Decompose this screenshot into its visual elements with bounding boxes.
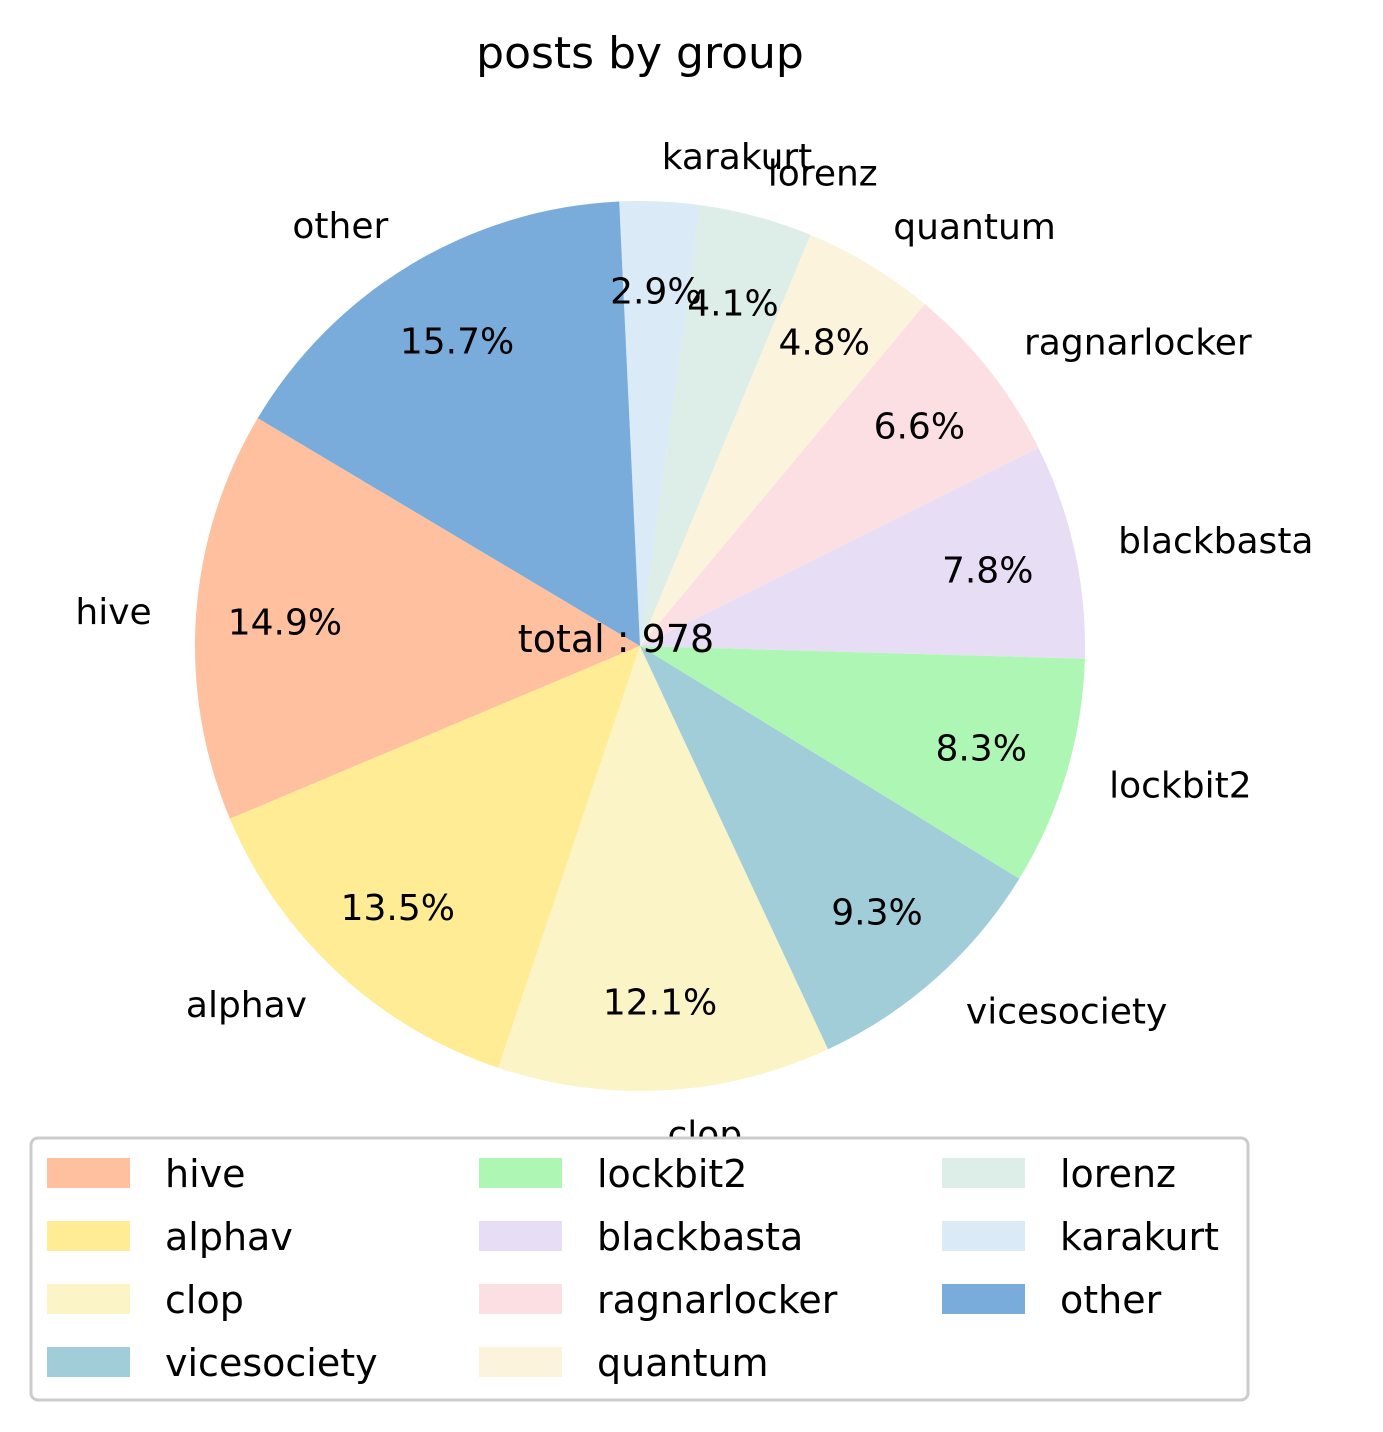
pie-slice-clop <box>498 646 829 1092</box>
slice-percent-lorenz: 4.1% <box>687 283 778 324</box>
legend-swatch-hive <box>47 1158 130 1188</box>
slice-percent-lockbit2: 8.3% <box>935 729 1026 770</box>
slice-label-ragnarlocker: ragnarlocker <box>1024 323 1252 364</box>
legend-frame <box>29 1136 1250 1402</box>
legend-label-lockbit2: lockbit2 <box>597 1152 747 1196</box>
pie-slice-hive <box>194 418 640 819</box>
legend-label-alphav: alphav <box>165 1215 293 1259</box>
slice-label-blackbasta: blackbasta <box>1118 521 1313 562</box>
slice-percent-clop: 12.1% <box>603 982 717 1023</box>
legend-swatch-quantum <box>479 1347 562 1377</box>
slice-label-quantum: quantum <box>893 207 1056 248</box>
pie-slices <box>194 201 1086 1092</box>
slice-label-lorenz: lorenz <box>768 154 878 195</box>
slice-percent-vicesociety: 9.3% <box>831 893 922 934</box>
legend-swatch-vicesociety <box>47 1347 130 1377</box>
slice-label-lockbit2: lockbit2 <box>1109 766 1252 807</box>
pie-slice-blackbasta <box>640 447 1086 659</box>
legend-label-other: other <box>1060 1278 1162 1322</box>
pie-slice-ragnarlocker <box>640 304 1039 646</box>
pie-slice-other <box>257 201 640 647</box>
legend-swatch-other <box>942 1284 1025 1314</box>
legend-label-vicesociety: vicesociety <box>165 1341 378 1385</box>
legend-swatch-alphav <box>47 1221 130 1251</box>
legend-swatch-lockbit2 <box>479 1158 562 1188</box>
legend-label-hive: hive <box>165 1152 246 1196</box>
pie-slice-quantum <box>640 234 925 646</box>
slice-percent-quantum: 4.8% <box>778 322 869 363</box>
legend-swatch-clop <box>47 1284 130 1314</box>
slice-percent-ragnarlocker: 6.6% <box>874 406 965 447</box>
legend: hive alphav clop vicesociety lockbit2 blackba… <box>29 1136 1250 1402</box>
slice-label-vicesociety: vicesociety <box>966 991 1167 1032</box>
legend-label-blackbasta: blackbasta <box>597 1215 803 1259</box>
pie-slice-alphav <box>229 646 640 1068</box>
legend-label-lorenz: lorenz <box>1060 1152 1176 1196</box>
slice-label-alphav: alphav <box>186 985 307 1026</box>
pie-slice-lockbit2 <box>640 646 1085 879</box>
chart-title: posts by group <box>476 28 804 79</box>
slice-label-hive: hive <box>75 592 151 633</box>
slice-percent-karakurt: 2.9% <box>610 271 701 312</box>
center-total-label: total : 978 <box>518 617 714 661</box>
legend-swatch-blackbasta <box>479 1221 562 1251</box>
slice-percent-alphav: 13.5% <box>341 888 455 929</box>
legend-label-quantum: quantum <box>597 1341 769 1385</box>
slice-percent-blackbasta: 7.8% <box>942 551 1033 592</box>
pie-slice-vicesociety <box>640 646 1020 1050</box>
pie-slice-karakurt <box>619 201 701 647</box>
legend-swatch-karakurt <box>942 1221 1025 1251</box>
legend-label-clop: clop <box>165 1278 244 1322</box>
slice-label-other: other <box>292 206 388 247</box>
slice-percent-hive: 14.9% <box>228 602 342 643</box>
slice-percent-other: 15.7% <box>400 322 514 363</box>
legend-label-ragnarlocker: ragnarlocker <box>597 1278 838 1322</box>
slice-label-karakurt: karakurt <box>662 137 813 178</box>
legend-label-karakurt: karakurt <box>1060 1215 1219 1259</box>
legend-swatch-lorenz <box>942 1158 1025 1188</box>
pie-slice-lorenz <box>640 205 811 646</box>
legend-swatch-ragnarlocker <box>479 1284 562 1314</box>
